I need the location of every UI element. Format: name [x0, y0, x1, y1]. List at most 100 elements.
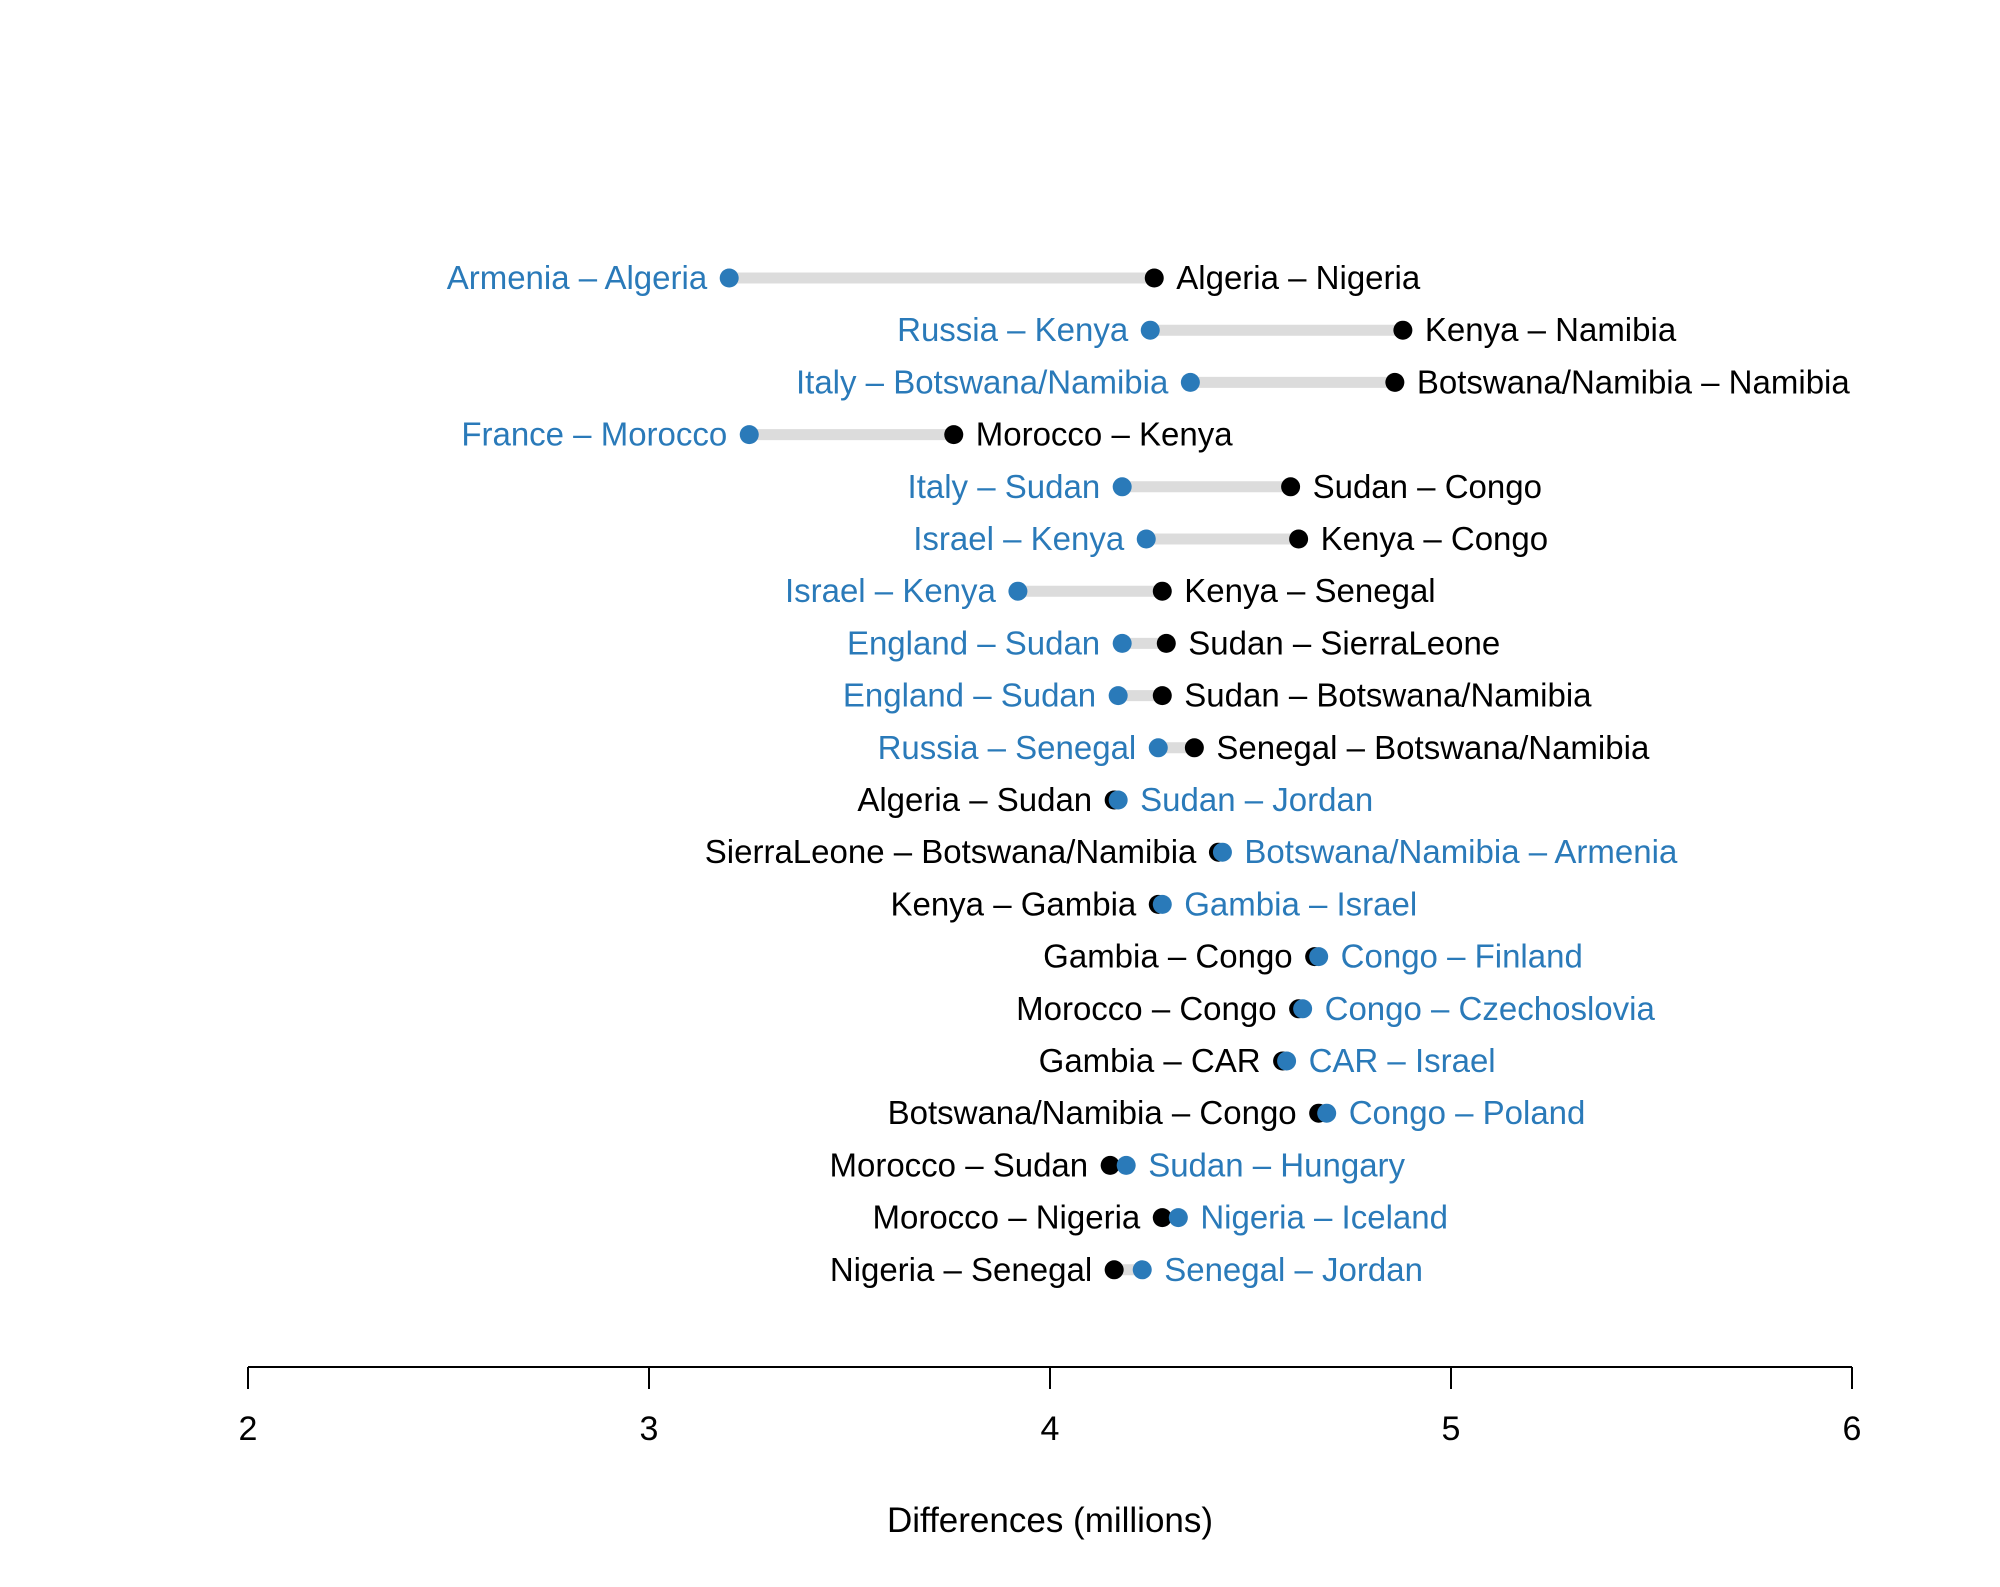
dumbbell-row: Italy – Sudan Sudan – Congo — [908, 468, 1542, 505]
blue-label: Congo – Poland — [1349, 1094, 1586, 1131]
dumbbell-row: England – Sudan Sudan – Botswana/Namibia — [843, 677, 1592, 714]
blue-label: Gambia – Israel — [1184, 885, 1417, 922]
black-point — [1281, 477, 1301, 497]
blue-point — [1112, 633, 1132, 653]
blue-point — [1136, 529, 1156, 549]
dumbbell-row: Israel – Kenya Kenya – Congo — [913, 520, 1548, 557]
blue-point — [1148, 738, 1168, 758]
black-point — [1144, 268, 1164, 288]
blue-label: England – Sudan — [843, 677, 1096, 714]
blue-label: Sudan – Hungary — [1148, 1146, 1405, 1183]
black-point — [1100, 1155, 1120, 1175]
blue-label: Russia – Kenya — [897, 311, 1129, 348]
black-point — [1152, 1208, 1172, 1228]
black-point — [1184, 738, 1204, 758]
black-label: Kenya – Gambia — [890, 885, 1136, 922]
dumbbell-row: Algeria – Sudan Sudan – Jordan — [857, 781, 1373, 818]
x-tick-label: 5 — [1442, 1410, 1461, 1448]
blue-label: CAR – Israel — [1309, 1042, 1496, 1079]
x-tick-label: 2 — [239, 1410, 258, 1448]
dumbbell-row: Morocco – Sudan Sudan – Hungary — [829, 1146, 1405, 1183]
chart-rows: Armenia – Algeria Algeria – Nigeria Russia… — [447, 259, 1851, 1288]
blue-point — [1309, 947, 1329, 967]
blue-point — [1212, 842, 1232, 862]
black-label: Algeria – Nigeria — [1176, 259, 1421, 296]
dumbbell-row: Morocco – Nigeria Nigeria – Iceland — [872, 1199, 1447, 1236]
dumbbell-row: Gambia – Congo Congo – Finland — [1043, 938, 1583, 975]
black-point — [1152, 686, 1172, 706]
dumbbell-row: Botswana/Namibia – Congo Congo – Poland — [888, 1094, 1586, 1131]
blue-point — [1180, 372, 1200, 392]
dumbbell-row: Kenya – Gambia Gambia – Israel — [890, 885, 1417, 922]
blue-point — [1293, 999, 1313, 1019]
blue-label: Italy – Botswana/Namibia — [796, 363, 1169, 400]
black-label: Gambia – CAR — [1039, 1042, 1261, 1079]
blue-point — [719, 268, 739, 288]
black-label: Sudan – SierraLeone — [1188, 624, 1500, 661]
black-point — [1289, 529, 1309, 549]
blue-point — [739, 425, 759, 445]
x-tick-label: 6 — [1843, 1410, 1862, 1448]
black-label: Morocco – Kenya — [976, 416, 1233, 453]
dumbbell-row: Nigeria – Senegal Senegal – Jordan — [830, 1251, 1423, 1288]
x-tick-label: 3 — [640, 1410, 659, 1448]
dumbbell-row: Russia – Kenya Kenya – Namibia — [897, 311, 1677, 348]
dumbbell-row: Armenia – Algeria Algeria – Nigeria — [447, 259, 1421, 296]
black-label: Senegal – Botswana/Namibia — [1216, 729, 1650, 766]
blue-label: Nigeria – Iceland — [1200, 1199, 1448, 1236]
black-label: Morocco – Sudan — [829, 1146, 1088, 1183]
blue-label: Sudan – Jordan — [1140, 781, 1373, 818]
black-label: Kenya – Senegal — [1184, 572, 1435, 609]
blue-point — [1317, 1103, 1337, 1123]
blue-point — [1152, 894, 1172, 914]
x-axis: Differences (millions) 2 3 4 5 6 — [239, 1366, 1862, 1540]
black-label: Morocco – Congo — [1016, 990, 1276, 1027]
blue-point — [1112, 477, 1132, 497]
blue-label: Israel – Kenya — [913, 520, 1125, 557]
x-axis-title: Differences (millions) — [887, 1501, 1213, 1540]
black-label: Sudan – Congo — [1313, 468, 1542, 505]
black-label: Morocco – Nigeria — [872, 1199, 1140, 1236]
black-point — [1393, 320, 1413, 340]
black-label: SierraLeone – Botswana/Namibia — [705, 833, 1197, 870]
blue-point — [1108, 686, 1128, 706]
blue-label: Armenia – Algeria — [447, 259, 708, 296]
dumbbell-row: SierraLeone – Botswana/Namibia Botswana/N… — [705, 833, 1678, 870]
black-label: Gambia – Congo — [1043, 938, 1292, 975]
black-label: Kenya – Namibia — [1425, 311, 1677, 348]
blue-label: Italy – Sudan — [908, 468, 1101, 505]
dumbbell-row: Italy – Botswana/Namibia Botswana/Namibia… — [796, 363, 1850, 400]
black-point — [1104, 1260, 1124, 1280]
blue-label: France – Morocco — [461, 416, 727, 453]
blue-label: Israel – Kenya — [785, 572, 997, 609]
black-point — [1156, 633, 1176, 653]
blue-label: England – Sudan — [847, 624, 1100, 661]
black-label: Nigeria – Senegal — [830, 1251, 1092, 1288]
blue-point — [1277, 1051, 1297, 1071]
black-point — [1152, 581, 1172, 601]
blue-point — [1140, 320, 1160, 340]
blue-point — [1108, 790, 1128, 810]
blue-label: Botswana/Namibia – Armenia — [1244, 833, 1678, 870]
dumbbell-row: France – Morocco Morocco – Kenya — [461, 416, 1233, 453]
blue-label: Senegal – Jordan — [1164, 1251, 1423, 1288]
blue-point — [1132, 1260, 1152, 1280]
dumbbell-row: Morocco – Congo Congo – Czechoslovia — [1016, 990, 1655, 1027]
dumbbell-row: Gambia – CAR CAR – Israel — [1039, 1042, 1496, 1079]
dumbbell-row: Israel – Kenya Kenya – Senegal — [785, 572, 1436, 609]
blue-label: Congo – Czechoslovia — [1325, 990, 1656, 1027]
blue-point — [1008, 581, 1028, 601]
dumbbell-row: England – Sudan Sudan – SierraLeone — [847, 624, 1500, 661]
black-label: Sudan – Botswana/Namibia — [1184, 677, 1592, 714]
blue-point — [1116, 1155, 1136, 1175]
black-label: Kenya – Congo — [1321, 520, 1549, 557]
black-point — [944, 425, 964, 445]
black-label: Botswana/Namibia – Namibia — [1417, 363, 1851, 400]
black-label: Algeria – Sudan — [857, 781, 1092, 818]
black-label: Botswana/Namibia – Congo — [888, 1094, 1297, 1131]
black-point — [1385, 372, 1405, 392]
x-tick-label: 4 — [1041, 1410, 1060, 1448]
blue-point — [1168, 1208, 1188, 1228]
blue-label: Congo – Finland — [1341, 938, 1583, 975]
